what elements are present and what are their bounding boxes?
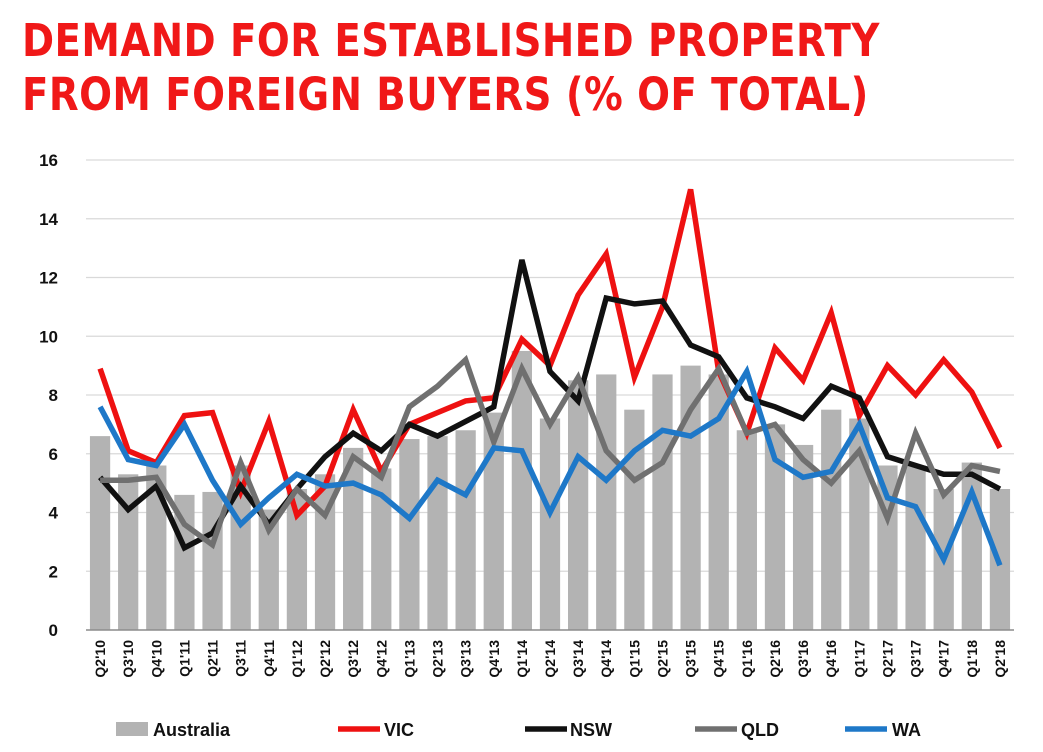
x-tick-label: Q3'11 [233, 640, 249, 677]
axes: 0 2 4 6 8 10 12 14 16 Q2'10 Q3'10 Q4'10 Q1'11 Q2'11 Q3… [39, 151, 1014, 678]
x-tick-label: Q2'10 [92, 640, 108, 678]
bar-australia [455, 430, 476, 630]
x-tick-label: Q4'10 [148, 640, 164, 678]
x-tick-label: Q2'17 [879, 640, 895, 678]
x-tick-label: Q2'13 [430, 640, 446, 678]
y-tick-label: 8 [49, 386, 58, 405]
x-tick-label: Q4'16 [823, 640, 839, 678]
x-tick-label: Q3'13 [458, 640, 474, 678]
legend-label-australia: Australia [153, 720, 231, 740]
bar-australia [539, 418, 561, 630]
x-tick-label: Q2'16 [767, 640, 783, 678]
x-tick-label: Q4'12 [373, 640, 389, 678]
y-tick-label: 12 [39, 269, 58, 288]
bar-australia [511, 350, 533, 630]
line-nsw [98, 259, 1002, 552]
x-tick-label: Q1'12 [289, 640, 305, 678]
x-tick-label: Q1'11 [176, 640, 192, 677]
bar-australia [427, 436, 448, 630]
bar-australia [89, 436, 111, 630]
legend-label-wa: WA [892, 720, 921, 740]
x-tick-label: Q1'14 [514, 640, 530, 678]
line-qld [100, 354, 1001, 550]
x-tick-label: Q1'18 [964, 640, 980, 678]
bar-australia [258, 509, 279, 630]
bar-australia [624, 409, 645, 630]
legend-label-nsw: NSW [570, 720, 612, 740]
line-wa [97, 364, 1003, 567]
series-lines [97, 188, 1003, 567]
y-tick-label: 16 [39, 151, 58, 170]
y-tick-label: 6 [49, 445, 58, 464]
x-tick-label: Q4'13 [486, 640, 502, 678]
x-tick-label: Q3'10 [120, 640, 136, 678]
x-tick-label: Q3'14 [570, 640, 586, 678]
bar-australia [764, 424, 786, 630]
x-tick-label: Q1'13 [401, 640, 417, 678]
x-tick-label: Q2'12 [317, 640, 333, 678]
x-tick-label: Q2'14 [542, 640, 558, 678]
x-tick-label: Q2'18 [992, 640, 1008, 678]
y-tick-label: 14 [39, 210, 58, 229]
chart-title-line-2: FROM FOREIGN BUYERS (% OF TOTAL) [22, 68, 869, 121]
bar-australia [567, 380, 589, 630]
bar-australia [483, 412, 504, 630]
bar-australia [596, 374, 617, 630]
x-tick-label: Q4'15 [711, 640, 727, 678]
x-tick-label: Q3'12 [345, 640, 361, 678]
legend-label-vic: VIC [384, 720, 414, 740]
chart-title-line-1: DEMAND FOR ESTABLISHED PROPERTY [22, 14, 880, 67]
legend-swatch-australia [116, 722, 148, 736]
bar-australia [343, 447, 364, 630]
bar-australia [821, 409, 842, 630]
x-tick-label: Q1'16 [739, 640, 755, 678]
y-tick-label: 4 [49, 504, 59, 523]
bar-australia [652, 374, 673, 630]
bar-australia [792, 444, 814, 630]
bar-australia [736, 430, 757, 630]
bar-australia [230, 465, 251, 630]
australia-bars [89, 350, 1011, 630]
legend-label-qld: QLD [741, 720, 779, 740]
bar-australia [118, 474, 139, 630]
x-tick-label: Q3'16 [795, 640, 811, 678]
x-tick-label: Q1'15 [626, 640, 642, 678]
x-tick-label: Q2'11 [205, 640, 221, 677]
legend: Australia VIC NSW QLD WA [116, 720, 921, 740]
bar-australia [202, 491, 223, 630]
x-tick-label: Q4'17 [936, 640, 952, 678]
bar-australia [371, 468, 392, 630]
bar-australia [905, 465, 926, 630]
x-tick-label: Q1'17 [851, 640, 867, 678]
bar-australia [146, 465, 167, 630]
y-tick-label: 2 [49, 562, 58, 581]
x-tick-label: Q3'15 [683, 640, 699, 678]
bar-australia [708, 374, 729, 630]
y-tick-label: 0 [49, 621, 58, 640]
bar-australia [286, 489, 308, 630]
x-tick-label: Q4'11 [261, 640, 277, 677]
bar-australia [399, 439, 420, 630]
x-tick-label: Q4'14 [598, 640, 614, 678]
x-tick-label: Q3'17 [908, 640, 924, 678]
x-tick-label: Q2'15 [654, 640, 670, 678]
y-tick-label: 10 [39, 327, 58, 346]
bar-australia [849, 418, 870, 630]
chart-title: DEMAND FOR ESTABLISHED PROPERTY FROM FOR… [22, 14, 880, 122]
